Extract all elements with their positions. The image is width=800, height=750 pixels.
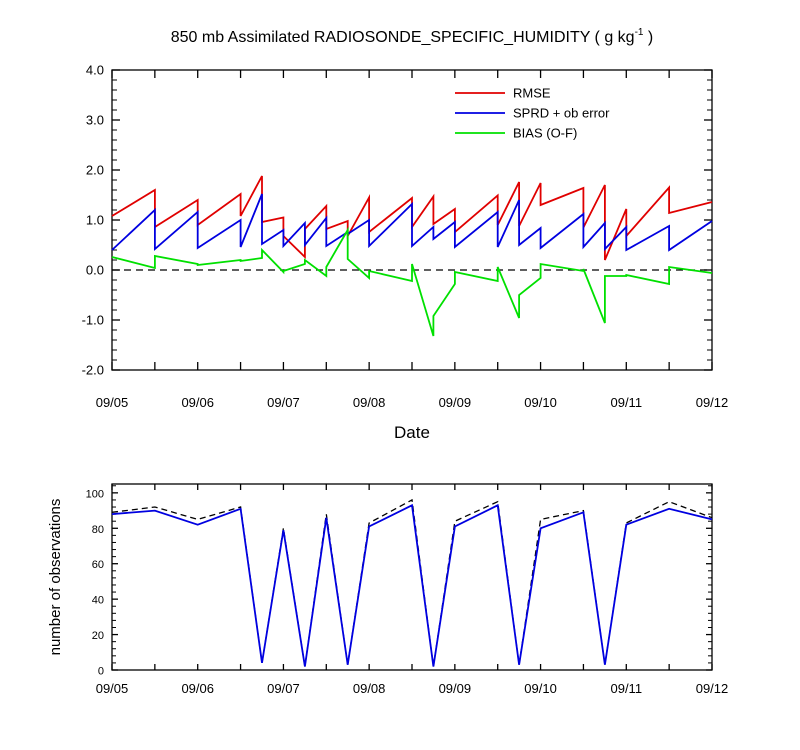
- chart-title: 850 mb Assimilated RADIOSONDE_SPECIFIC_H…: [171, 27, 654, 46]
- y-tick-label: 60: [92, 559, 104, 571]
- legend-label: SPRD + ob error: [513, 106, 610, 121]
- x-tick-label: 09/09: [439, 681, 472, 696]
- x-tick-label: 09/06: [181, 395, 214, 410]
- legend: RMSE SPRD + ob error BIAS (O-F): [455, 86, 610, 141]
- y-tick-label: -1.0: [82, 313, 104, 328]
- x-tick-label: 09/12: [696, 395, 729, 410]
- y-tick-label: 40: [92, 595, 104, 607]
- x-tick-label: 09/11: [610, 395, 642, 410]
- legend-label: BIAS (O-F): [513, 126, 577, 141]
- x-tick-label: 09/10: [524, 681, 557, 696]
- x-axis-label: Date: [394, 423, 430, 442]
- series-line-assimilated: [111, 503, 713, 667]
- legend-label: RMSE: [513, 86, 551, 101]
- x-tick-label: 09/06: [181, 681, 214, 696]
- y-tick-label: 2.0: [86, 163, 104, 178]
- x-tick-label: 09/05: [96, 395, 129, 410]
- y-tick-label: 0.0: [86, 263, 104, 278]
- y-tick-label: 0: [98, 666, 104, 678]
- x-tick-label: 09/11: [610, 681, 642, 696]
- y-tick-label: 100: [86, 488, 104, 500]
- x-tick-label: 09/09: [439, 395, 472, 410]
- x-tick-label: 09/05: [96, 681, 129, 696]
- x-tick-label: 09/12: [696, 681, 729, 696]
- y-tick-label: 20: [92, 630, 104, 642]
- x-tick-label: 09/07: [267, 395, 300, 410]
- y-tick-label: 1.0: [86, 213, 104, 228]
- x-tick-label: 09/08: [353, 395, 386, 410]
- x-tick-label: 09/08: [353, 681, 386, 696]
- x-tick-label: 09/07: [267, 681, 300, 696]
- series-line-bias-o-f: [111, 226, 713, 337]
- top-panel: 09/05 09/06 09/07 09/08 09/09 09/10 09/11 09/12…: [82, 63, 729, 411]
- y-tick-label: 80: [92, 524, 104, 536]
- series-line-possible: [111, 498, 713, 667]
- series-line-sprd-ob-error: [111, 193, 713, 252]
- y-tick-label: -2.0: [82, 363, 104, 378]
- y-tick-label: 3.0: [86, 113, 104, 128]
- bottom-panel: 09/05 09/06 09/07 09/08 09/09 09/10 09/11 09/12…: [86, 483, 729, 696]
- x-tick-label: 09/10: [524, 395, 557, 410]
- y-axis-label-observations: number of observations: [47, 499, 64, 656]
- y-tick-label: 4.0: [86, 63, 104, 78]
